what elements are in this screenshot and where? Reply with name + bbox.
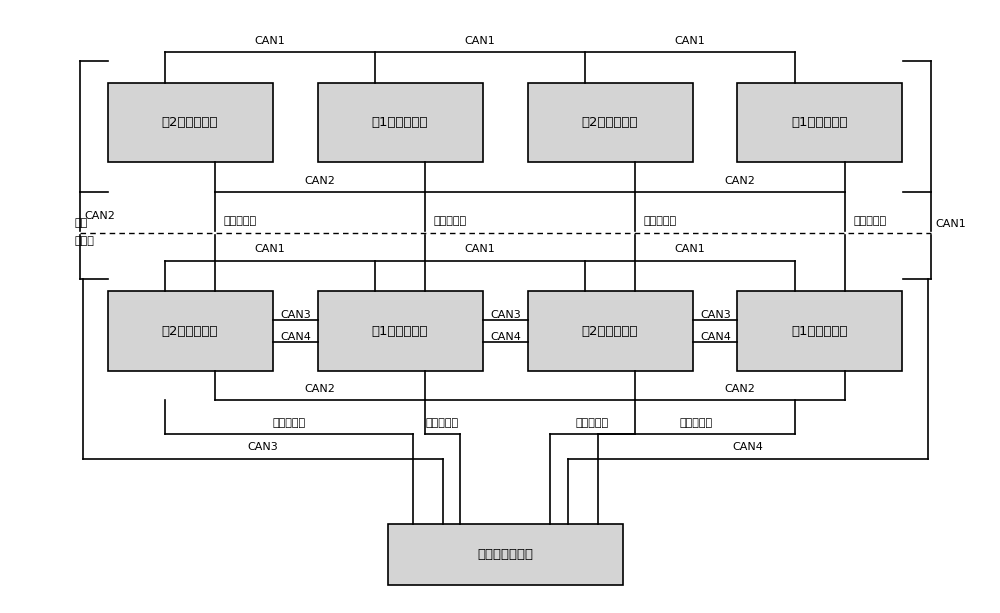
Bar xyxy=(737,291,902,371)
Text: 操纵台（舵轮）: 操纵台（舵轮） xyxy=(477,548,533,562)
Bar xyxy=(318,83,482,162)
Text: 舵机: 舵机 xyxy=(74,218,88,228)
Text: 左2伺服控制箱: 左2伺服控制箱 xyxy=(162,116,218,129)
Text: CAN2: CAN2 xyxy=(725,176,755,186)
Text: CAN4: CAN4 xyxy=(491,332,521,342)
Text: CAN1: CAN1 xyxy=(255,245,285,254)
Text: CAN3: CAN3 xyxy=(280,310,311,320)
Text: CAN2: CAN2 xyxy=(305,176,335,186)
Bar xyxy=(737,83,902,162)
Text: 模拟量指令: 模拟量指令 xyxy=(223,216,256,226)
Text: 左1指令发送箱: 左1指令发送箱 xyxy=(372,324,428,338)
Text: CAN1: CAN1 xyxy=(255,36,285,46)
Text: CAN3: CAN3 xyxy=(700,310,731,320)
Text: CAN2: CAN2 xyxy=(305,384,335,394)
Bar xyxy=(318,291,482,371)
Text: CAN4: CAN4 xyxy=(700,332,731,342)
Text: 模拟量指令: 模拟量指令 xyxy=(426,418,459,428)
Text: 模拟量指令: 模拟量指令 xyxy=(643,216,676,226)
Text: 右2伺服控制箱: 右2伺服控制箱 xyxy=(582,116,638,129)
Text: 操舵仪: 操舵仪 xyxy=(74,236,94,246)
Text: CAN2: CAN2 xyxy=(84,211,115,221)
Text: 右1指令发送箱: 右1指令发送箱 xyxy=(792,324,848,338)
Text: CAN1: CAN1 xyxy=(675,245,705,254)
Bar xyxy=(528,291,692,371)
Text: CAN2: CAN2 xyxy=(725,384,755,394)
Bar xyxy=(108,83,272,162)
Text: CAN1: CAN1 xyxy=(465,245,495,254)
Bar xyxy=(528,83,692,162)
Text: 左2指令发送箱: 左2指令发送箱 xyxy=(162,324,218,338)
Text: 模拟量指令: 模拟量指令 xyxy=(433,216,466,226)
Text: CAN4: CAN4 xyxy=(732,443,763,452)
Text: 右2指令发送箱: 右2指令发送箱 xyxy=(582,324,638,338)
Text: 模拟量指令: 模拟量指令 xyxy=(853,216,886,226)
Text: CAN3: CAN3 xyxy=(491,310,521,320)
Text: 模拟量指令: 模拟量指令 xyxy=(272,418,305,428)
Bar xyxy=(388,524,622,585)
Text: CAN1: CAN1 xyxy=(465,36,495,46)
Text: CAN1: CAN1 xyxy=(936,219,966,229)
Text: CAN3: CAN3 xyxy=(247,443,278,452)
Text: 模拟量指令: 模拟量指令 xyxy=(680,418,713,428)
Text: 右1伺服控制箱: 右1伺服控制箱 xyxy=(792,116,848,129)
Text: 左1伺服控制箱: 左1伺服控制箱 xyxy=(372,116,428,129)
Bar xyxy=(108,291,272,371)
Text: 模拟量指令: 模拟量指令 xyxy=(576,418,609,428)
Text: CAN4: CAN4 xyxy=(280,332,311,342)
Text: CAN1: CAN1 xyxy=(675,36,705,46)
